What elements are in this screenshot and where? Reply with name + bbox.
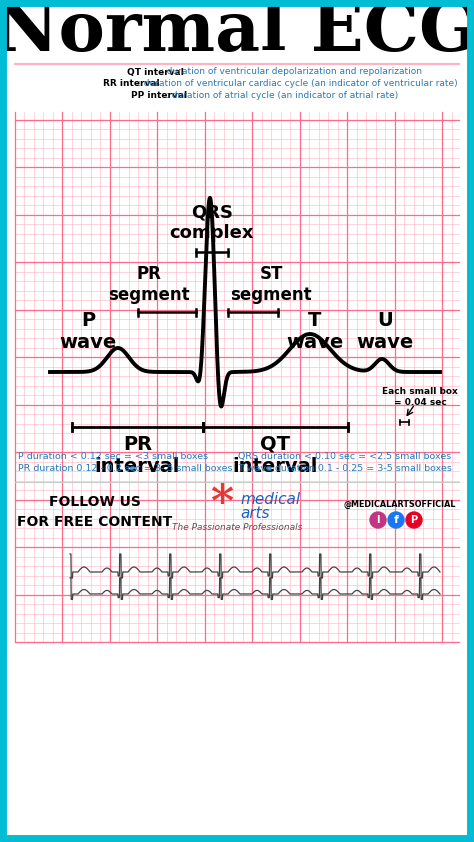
Text: PR
interval: PR interval [95,435,180,476]
Text: The Passionate Professionals: The Passionate Professionals [172,523,302,531]
Text: FOLLOW US
FOR FREE CONTENT: FOLLOW US FOR FREE CONTENT [18,495,173,529]
Text: I: I [376,515,380,525]
Text: *: * [210,482,234,525]
Text: T
wave: T wave [286,312,344,353]
Text: f: f [393,515,399,525]
Text: @MEDICALARTSOFFICIAL: @MEDICALARTSOFFICIAL [344,499,456,509]
Text: : duration of ventricular depolarization and repolarization: : duration of ventricular depolarization… [162,67,422,77]
Text: : duration of ventricular cardiac cycle (an indicator of ventricular rate): : duration of ventricular cardiac cycle … [138,79,457,88]
Text: QRS duration < 0.10 sec = <2.5 small boxes: QRS duration < 0.10 sec = <2.5 small box… [238,452,451,461]
Text: medical: medical [240,493,300,508]
Text: Normal ECG: Normal ECG [0,0,474,66]
Text: P duration < 0.12 sec = <3 small boxes: P duration < 0.12 sec = <3 small boxes [18,452,208,461]
Text: QRS
complex: QRS complex [170,203,254,242]
Text: P: P [410,515,418,525]
Text: PR duration 0.12 - 0.2 sec = 3- 5 small boxes: PR duration 0.12 - 0.2 sec = 3- 5 small … [18,464,233,473]
Circle shape [388,512,404,528]
Circle shape [406,512,422,528]
Text: T wave duration 0.1 - 0.25 = 3-5 small boxes: T wave duration 0.1 - 0.25 = 3-5 small b… [238,464,452,473]
Text: RR interval: RR interval [103,79,160,88]
Text: QT
interval: QT interval [233,435,318,476]
Text: PP interval: PP interval [131,92,188,100]
Text: U
wave: U wave [356,312,414,353]
Text: Each small box
= 0.04 sec: Each small box = 0.04 sec [382,387,458,407]
Text: ST
segment: ST segment [230,265,312,304]
Text: QT interval: QT interval [127,67,183,77]
Text: arts: arts [240,507,270,521]
Circle shape [370,512,386,528]
Text: P
wave: P wave [59,312,117,353]
Text: PR
segment: PR segment [108,265,190,304]
Text: : duration of atrial cycle (an indicator of atrial rate): : duration of atrial cycle (an indicator… [166,92,398,100]
